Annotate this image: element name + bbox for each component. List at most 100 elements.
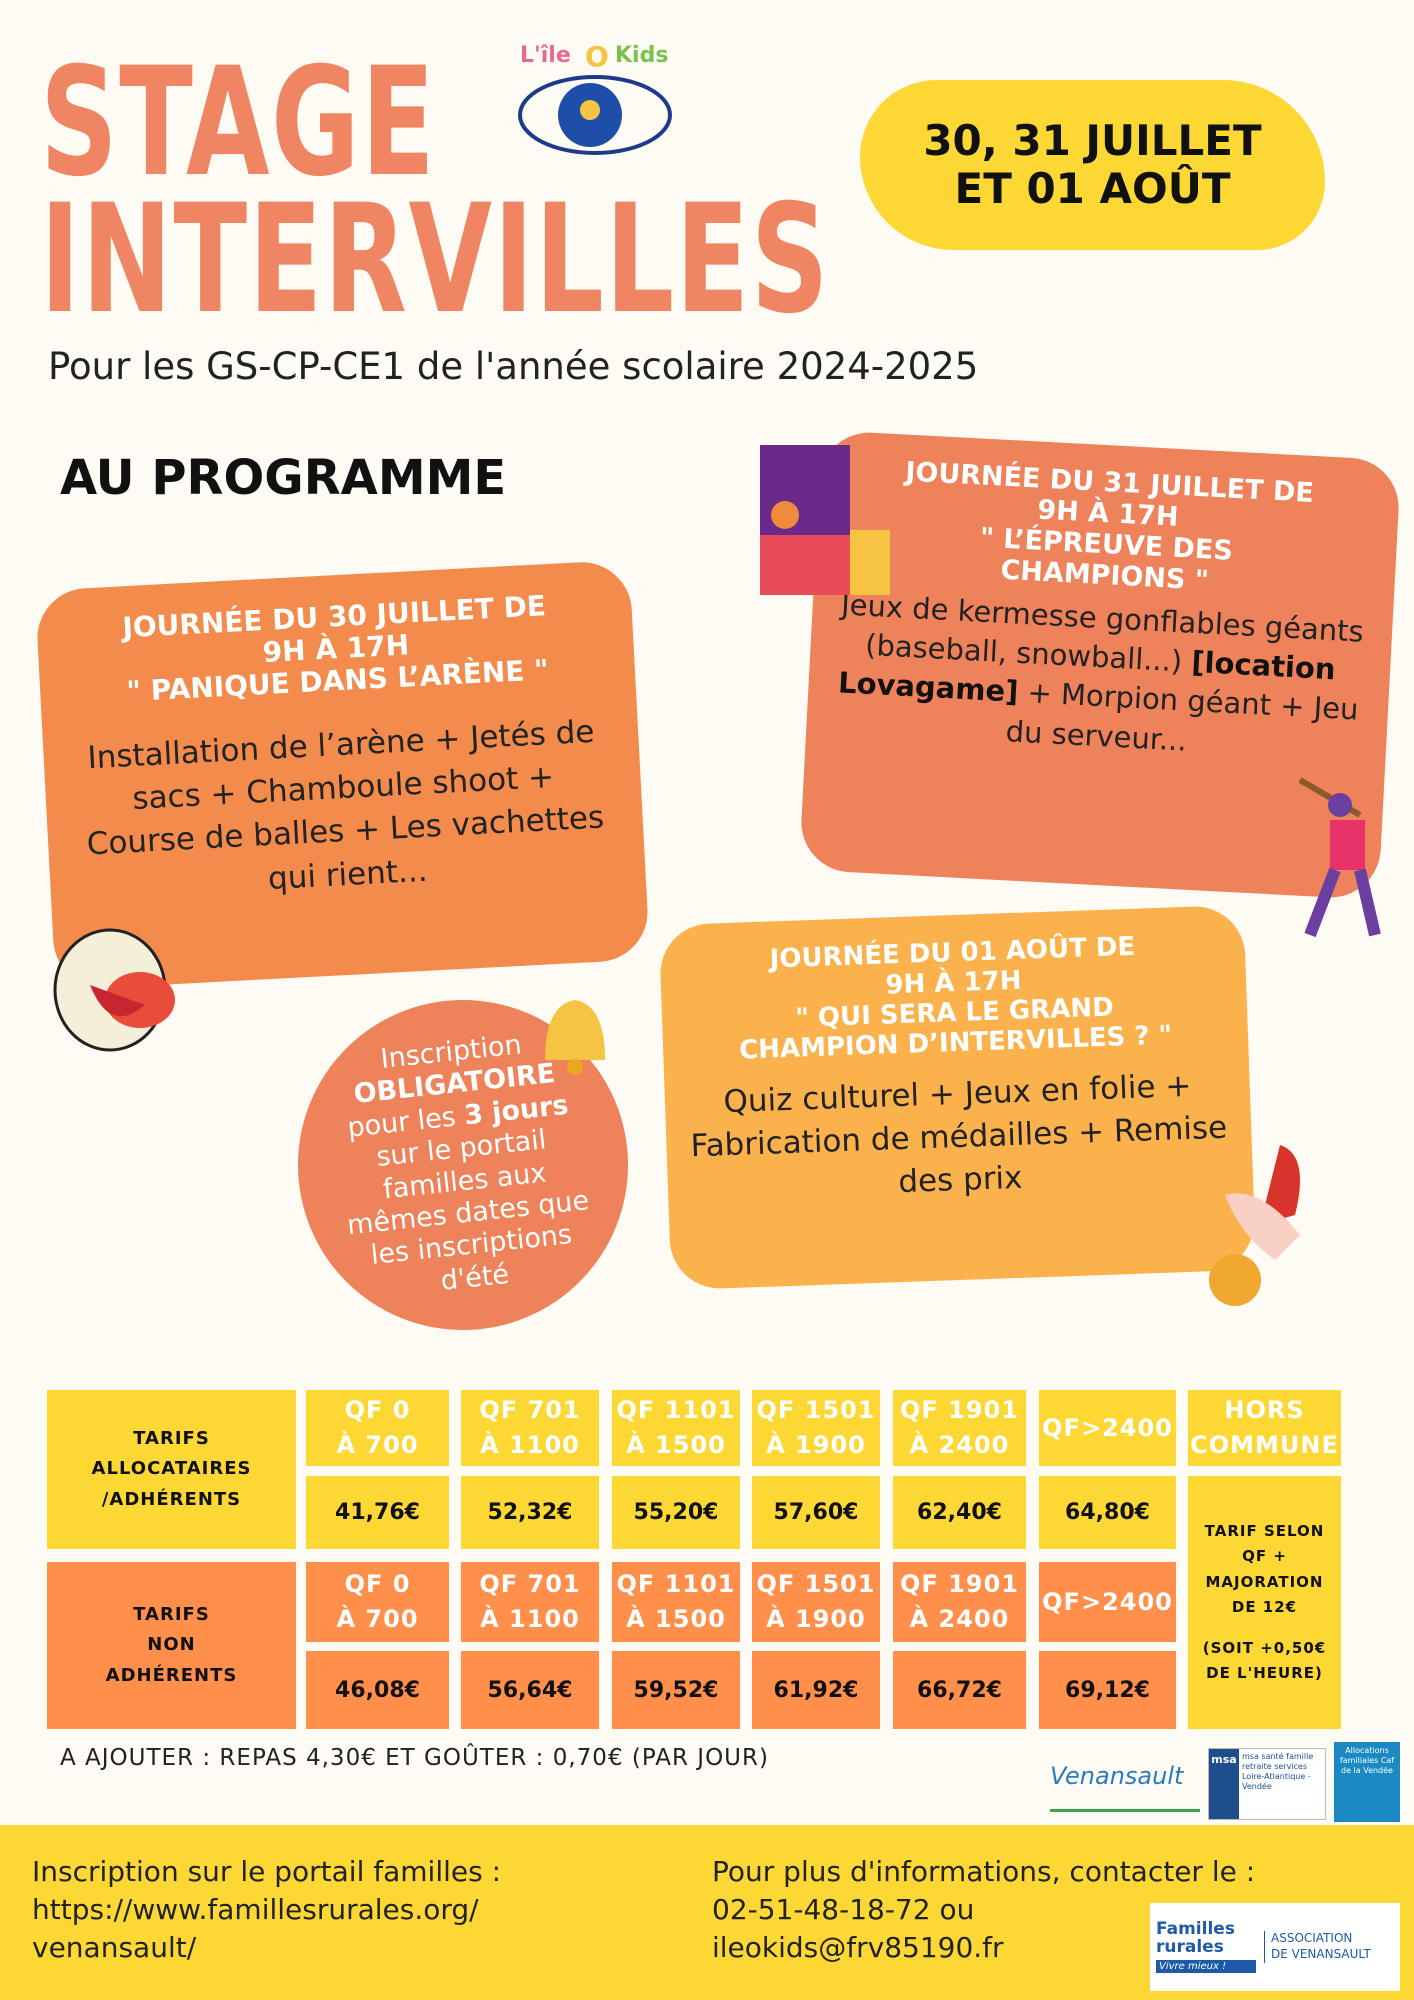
- outside-header: HORS COMMUNE: [1188, 1390, 1341, 1466]
- price-cell: 61,92€: [752, 1651, 880, 1729]
- msa-mark-icon: msa: [1209, 1749, 1239, 1819]
- bracket-header: QF 701 À 1100: [461, 1562, 599, 1642]
- price-cell: 46,08€: [306, 1651, 449, 1729]
- cell-line: À 2400: [909, 1605, 1010, 1633]
- venansault-logo: Venansault: [1050, 1762, 1200, 1812]
- day-card-01-august: JOURNÉE DU 01 AOÛT DE 9H À 17H " QUI SERA …: [658, 904, 1257, 1291]
- cell-line: QF 1901: [900, 1570, 1019, 1599]
- cell-line: QF 1101: [616, 1396, 736, 1425]
- cell-line: /ADHÉRENTS: [101, 1488, 242, 1510]
- fr-assoc-1: ASSOCIATION: [1271, 1931, 1353, 1946]
- svg-text:L'île: L'île: [520, 43, 571, 68]
- msa-logo: msa msa santé famille retraite services …: [1208, 1748, 1326, 1820]
- cell-line: QF 701: [479, 1570, 581, 1599]
- portal-link-cont[interactable]: venansault/: [32, 1930, 197, 1964]
- cell-line: À 1500: [626, 1431, 726, 1459]
- cell-line: COMMUNE: [1190, 1431, 1339, 1459]
- svg-text:O: O: [585, 40, 609, 73]
- cell-line: QF 1501: [756, 1396, 876, 1425]
- fr-logo-tagline: Vivre mieux !: [1156, 1960, 1256, 1974]
- cell-line: À 1900: [766, 1431, 866, 1459]
- footer-left-1: Inscription sur le portail familles :: [32, 1855, 502, 1888]
- cell-line: À 1500: [626, 1605, 726, 1633]
- subtitle: Pour les GS-CP-CE1 de l'année scolaire 2…: [48, 345, 979, 388]
- cell-line: HORS: [1224, 1396, 1305, 1425]
- caf-logo-text: Allocations familiales Caf de la Vendée: [1339, 1746, 1395, 1775]
- cell-line: À 1100: [480, 1605, 580, 1633]
- bracket-header: QF 0 À 700: [306, 1562, 449, 1642]
- cell-line: [1203, 1621, 1326, 1636]
- dates-line-2: ET 01 AOÛT: [954, 164, 1231, 213]
- cell-line: QF 0: [344, 1396, 411, 1425]
- kermesse-stand-icon: [760, 445, 890, 595]
- footer-right-1: Pour plus d'informations, contacter le :: [712, 1855, 1256, 1888]
- cell-line: QF>2400: [1042, 1413, 1173, 1442]
- footer: Inscription sur le portail familles : ht…: [0, 1825, 1414, 2000]
- row-label: TARIFS ALLOCATAIRES/ADHÉRENTS: [47, 1390, 296, 1549]
- cell-line: QF 1101: [616, 1570, 736, 1599]
- bracket-header: QF 1501 À 1900: [752, 1390, 880, 1466]
- cell-line: TARIF SELON: [1204, 1521, 1325, 1540]
- cell-line: DE 12€: [1231, 1598, 1298, 1616]
- title-line-1: STAGE: [40, 36, 437, 210]
- day3-body: Quiz culturel + Jeux en folie + Fabricat…: [689, 1067, 1228, 1201]
- fr-assoc-2: DE VENANSAULT: [1271, 1947, 1371, 1961]
- title-line-2: INTERVILLES: [40, 173, 830, 347]
- row-label: TARIFS NON ADHÉRENTS: [47, 1562, 296, 1729]
- bell-icon: [545, 1000, 605, 1075]
- price-cell: 52,32€: [461, 1476, 599, 1549]
- cell-line: À 700: [336, 1605, 419, 1633]
- portal-link[interactable]: https://www.famillesrurales.org/: [32, 1892, 479, 1926]
- cow-icon: [53, 928, 175, 1052]
- price-cell: 66,72€: [893, 1651, 1026, 1729]
- price-cell: 57,60€: [752, 1476, 880, 1549]
- extras-note: A AJOUTER : REPAS 4,30€ ET GOÛTER : 0,70…: [60, 1745, 769, 1771]
- outside-commune-rate: TARIF SELON QF + MAJORATION DE 12€ (SOIT +0,…: [1188, 1476, 1341, 1729]
- price-cell: 62,40€: [893, 1476, 1026, 1549]
- cell-line: MAJORATION: [1205, 1572, 1324, 1591]
- bracket-header: QF>2400: [1039, 1390, 1176, 1466]
- bracket-header: QF 1901 À 2400: [893, 1562, 1026, 1642]
- cell-line: À 1100: [480, 1431, 580, 1459]
- bracket-header: QF 1101 À 1500: [612, 1562, 740, 1642]
- cell-line: QF 701: [479, 1396, 581, 1425]
- dates-line-1: 30, 31 JUILLET: [923, 115, 1262, 165]
- baseball-player-icon: [1298, 777, 1381, 938]
- cell-line: ALLOCATAIRES: [91, 1458, 252, 1480]
- cell-line: QF 0: [344, 1570, 411, 1599]
- price-cell: 64,80€: [1039, 1476, 1176, 1549]
- fr-logo-name: Familles rurales: [1156, 1918, 1235, 1957]
- footer-registration: Inscription sur le portail familles : ht…: [32, 1853, 501, 1966]
- cell-line: NON: [147, 1634, 196, 1656]
- cell-line: À 2400: [909, 1431, 1010, 1459]
- cell-line: QF +: [1242, 1547, 1287, 1565]
- cell-line: ADHÉRENTS: [105, 1664, 238, 1686]
- price-cell: 56,64€: [461, 1651, 599, 1729]
- price-cell: 59,52€: [612, 1651, 740, 1729]
- reg-text-5: sur le portail familles aux mêmes dates …: [345, 1124, 591, 1297]
- bracket-header: QF 1101 À 1500: [612, 1390, 740, 1466]
- cell-line: (SOIT +0,50€: [1202, 1638, 1327, 1657]
- cell-line: DE L'HEURE): [1206, 1664, 1323, 1682]
- phone-number[interactable]: 02-51-48-18-72 ou: [712, 1892, 975, 1926]
- footer-contact: Pour plus d'informations, contacter le :…: [712, 1853, 1255, 1966]
- cell-line: TARIFS: [133, 1427, 210, 1449]
- cell-line: À 1900: [766, 1605, 866, 1633]
- price-cell: 69,12€: [1039, 1651, 1176, 1729]
- bracket-header: QF 0 À 700: [306, 1390, 449, 1466]
- price-cell: 55,20€: [612, 1476, 740, 1549]
- cell-line: QF 1901: [900, 1396, 1019, 1425]
- email-link[interactable]: ileokids@frv85190.fr: [712, 1930, 1004, 1964]
- cell-line: TARIFS: [133, 1603, 210, 1625]
- ileokids-logo: L'île O Kids: [510, 40, 680, 155]
- bracket-header: QF 701 À 1100: [461, 1390, 599, 1466]
- bracket-header: QF 1901 À 2400: [893, 1390, 1026, 1466]
- caf-logo: Allocations familiales Caf de la Vendée: [1334, 1742, 1400, 1822]
- cell-line: QF 1501: [756, 1570, 876, 1599]
- familles-rurales-logo: Familles rurales Vivre mieux ! ASSOCIATI…: [1150, 1903, 1400, 1991]
- bracket-header: QF 1501 À 1900: [752, 1562, 880, 1642]
- price-cell: 41,76€: [306, 1476, 449, 1549]
- eye-logo-icon: L'île O Kids: [518, 40, 672, 155]
- bracket-header: QF>2400: [1039, 1562, 1176, 1642]
- medal-hand-icon: [1209, 1145, 1300, 1306]
